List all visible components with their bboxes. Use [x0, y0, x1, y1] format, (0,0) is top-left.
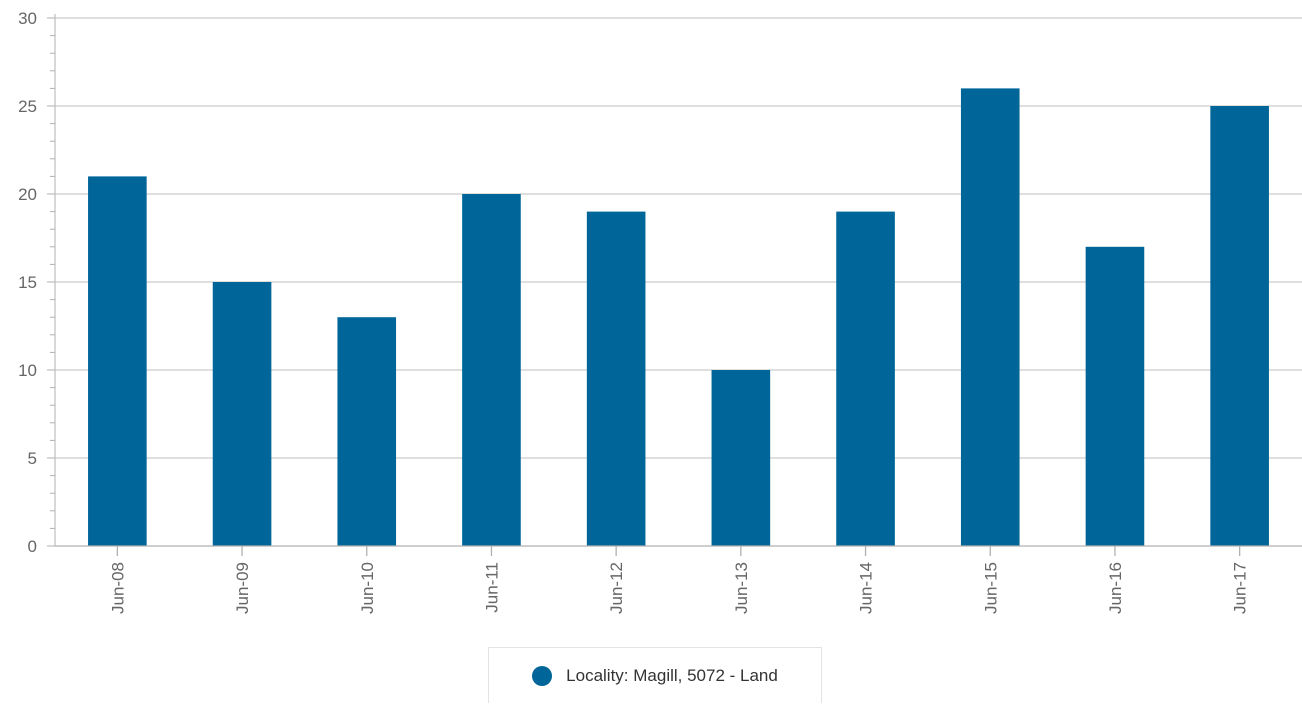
bar[interactable] — [337, 317, 397, 546]
bar[interactable] — [1085, 246, 1145, 547]
bar[interactable] — [88, 176, 147, 546]
tick-labels: 0 5 10 15 20 25 30 Jun-08 Jun-09 Jun-10 Jun-11 Jun-… — [18, 9, 1250, 614]
legend-swatch-icon — [532, 665, 553, 686]
legend-label: Locality: Magill, 5072 - Land — [566, 665, 778, 685]
axes — [47, 14, 1302, 556]
x-tick-label: Jun-10 — [358, 562, 377, 614]
bar[interactable] — [462, 194, 521, 546]
x-tick-label: Jun-08 — [108, 562, 127, 614]
bar[interactable] — [1210, 106, 1269, 546]
bars — [88, 88, 1269, 547]
bar[interactable] — [836, 211, 895, 546]
x-tick-label: Jun-15 — [981, 562, 1000, 614]
bar[interactable] — [586, 211, 646, 546]
y-tick-label: 5 — [28, 449, 37, 468]
y-tick-label: 20 — [18, 185, 37, 204]
y-tick-label: 30 — [18, 9, 37, 28]
x-tick-label: Jun-09 — [233, 562, 252, 614]
x-tick-label: Jun-13 — [732, 562, 751, 614]
x-tick-label: Jun-12 — [607, 562, 626, 614]
y-tick-label: 10 — [18, 361, 37, 380]
y-tick-label: 15 — [18, 273, 37, 292]
bar[interactable] — [212, 282, 272, 546]
legend[interactable]: Locality: Magill, 5072 - Land — [488, 647, 822, 703]
bar[interactable] — [711, 370, 771, 546]
y-tick-label: 0 — [28, 537, 37, 556]
x-tick-label: Jun-16 — [1106, 562, 1125, 614]
x-tick-label: Jun-17 — [1231, 562, 1250, 614]
bar[interactable] — [960, 88, 1020, 547]
y-tick-label: 25 — [18, 97, 37, 116]
x-tick-label: Jun-11 — [482, 562, 501, 613]
x-tick-label: Jun-14 — [857, 562, 876, 614]
